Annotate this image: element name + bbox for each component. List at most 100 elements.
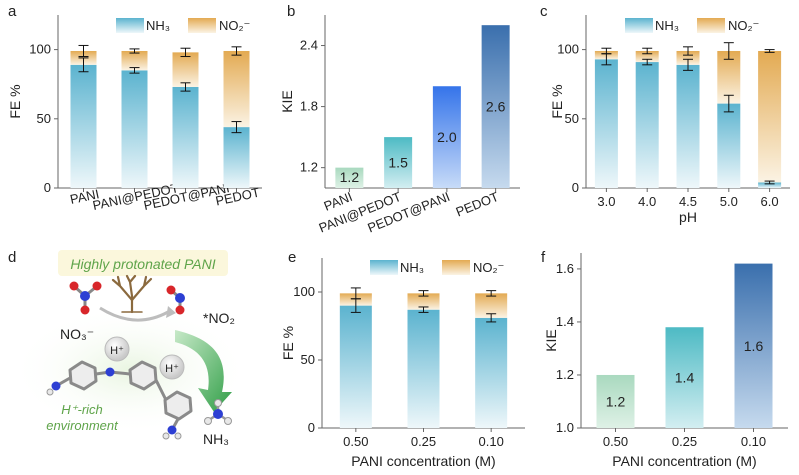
x-tick-label-b: PEDOT [454,189,501,220]
bar-kie-b [335,167,364,188]
bar-nh3-c [594,59,618,189]
pani-nitrogen-atoms [46,367,182,440]
nh3-molecule [204,399,232,425]
proton-label-2: H⁺ [165,363,179,375]
legend-label-nh3-a: NH₃ [146,18,170,33]
bar-nh3-c [758,182,782,188]
bar-value-label-b: 1.2 [340,169,360,185]
conversion-arrowhead [166,306,176,318]
bar-value-label-b: 1.5 [388,155,408,171]
legend-label-no2-c: NO₂⁻ [728,18,759,33]
bar-nh3-c [676,64,700,188]
no3-molecule [69,281,102,315]
y-axis-label-b: KIE [279,90,295,113]
y-tick-label-a: 100 [29,42,51,57]
title-banner [58,250,228,276]
y-tick-label-b: 1.2 [300,160,318,175]
x-tick-label-c: 3.0 [597,194,615,209]
x-axis-label-f: PANI concentration (M) [612,453,756,469]
bar-value-label-b: 2.0 [437,129,457,145]
y-tick-label-a: 50 [37,111,51,126]
bar-nh3-a [70,64,97,188]
y-tick-label-b: 1.8 [300,99,318,114]
x-tick-label-c: 4.5 [679,194,697,209]
y-axis-label-a: FE % [7,84,23,118]
panel-label-e: e [288,249,296,266]
y-tick-label-e: 0 [308,420,315,435]
y-tick-label-e: 50 [301,352,315,367]
catalyst-tree-icon [111,274,153,314]
legend-swatch-nh3-e [370,260,398,275]
panel-label-b: b [287,3,295,20]
bar-nh3-e [407,309,440,428]
green-arrow [175,330,232,412]
y-axis-label-c: FE % [549,84,565,118]
nh3-label: NH₃ [203,431,229,447]
no2-molecule [166,285,185,315]
conversion-arc [99,306,169,322]
x-tick-label-f: 0.10 [741,434,766,449]
y-axis-label-e: FE % [280,326,296,360]
panel-label-f: f [541,249,546,266]
bar-no2-c [635,50,659,63]
legend-label-nh3-c: NH₃ [655,18,679,33]
proton-bubble-1 [104,336,130,362]
legend-swatch-no2-a [188,18,216,33]
bar-kie-f [734,263,773,428]
legend-swatch-nh3-a [116,18,144,33]
y-axis-label-f: KIE [543,329,559,352]
y-tick-label-c: 50 [565,111,579,126]
panel-label-c: c [540,3,548,20]
proton-bubble-2 [159,354,185,380]
bar-kie-f [665,327,704,428]
proton-label-1: H⁺ [110,345,124,357]
environment-label-line1: H⁺-rich [61,402,103,417]
bar-nh3-c [717,103,741,188]
bar-nh3-c [635,62,659,188]
panel-d-schematic: d Highly protonated PANI NO₃⁻ [8,249,250,447]
no2-label: *NO₂ [203,310,235,326]
bar-no2-e [407,293,440,310]
bar-value-label-b: 2.6 [486,99,506,115]
x-tick-label-a: PANI [69,186,101,207]
y-tick-label-f: 1.2 [556,367,574,382]
bar-nh3-e [339,305,372,428]
x-tick-label-e: 0.25 [411,434,436,449]
y-tick-label-f: 1.0 [556,420,574,435]
bar-no2-a [172,52,199,87]
bar-nh3-a [223,127,250,188]
bar-kie-f [596,374,635,428]
bar-nh3-e [475,317,508,428]
bar-no2-c [676,50,700,65]
bar-kie-b [384,137,413,188]
x-tick-label-f: 0.25 [672,434,697,449]
x-tick-label-e: 0.50 [343,434,368,449]
legend-swatch-no2-e [442,260,470,275]
bar-nh3-a [121,70,148,188]
y-tick-label-a: 0 [44,180,51,195]
environment-label-line2: environment [46,418,119,433]
bar-no2-a [223,50,250,128]
y-tick-label-c: 100 [557,42,579,57]
x-tick-label-e: 0.10 [479,434,504,449]
diagram-title: Highly protonated PANI [70,256,215,272]
x-tick-label-c: 4.0 [638,194,656,209]
x-tick-label-c: 6.0 [761,194,779,209]
legend-swatch-no2-c [697,18,725,33]
y-tick-label-f: 1.4 [556,314,574,329]
pani-chain [55,360,193,431]
bar-no2-c [758,50,782,183]
x-tick-label-c: 5.0 [720,194,738,209]
panel-label-a: a [8,3,17,20]
bar-kie-b [432,86,461,188]
x-tick-label-f: 0.50 [603,434,628,449]
bar-no2-a [121,50,148,71]
no3-label: NO₃⁻ [60,326,94,342]
bar-kie-b [481,25,510,189]
y-tick-label-b: 2.4 [300,38,318,53]
y-tick-label-f: 1.6 [556,261,574,276]
bar-value-label-f: 1.4 [675,370,695,386]
bar-no2-c [717,50,741,104]
